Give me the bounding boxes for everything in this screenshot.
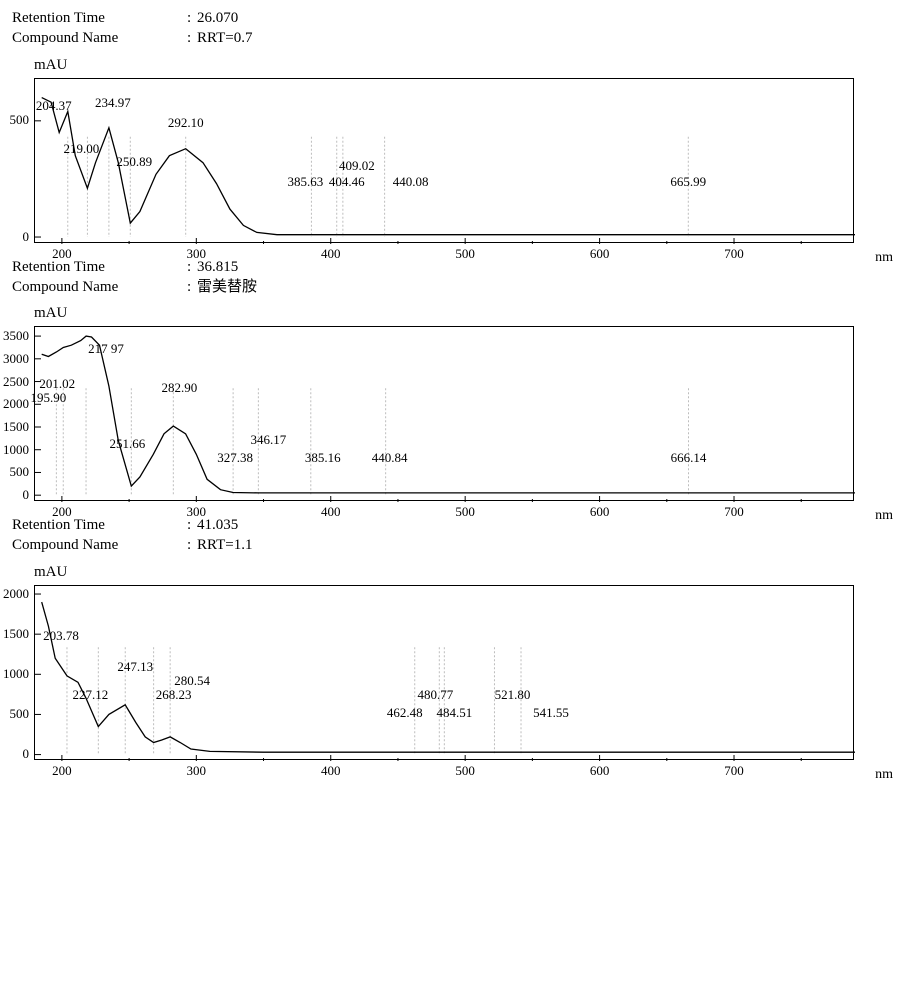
meta-label: Retention Time [12, 8, 187, 28]
x-tick-label: 500 [455, 763, 475, 779]
meta-row: Compound Name: 雷美替胺 [12, 277, 901, 297]
plot-area: 0500100015002000250030003500200300400500… [34, 326, 854, 501]
meta-colon: : [187, 8, 197, 28]
y-axis-title: mAU [34, 57, 901, 74]
meta-row: Compound Name: RRT=1.1 [12, 535, 901, 555]
meta-label: Retention Time [12, 515, 187, 535]
spectrum-block-0: Retention Time: 26.070Compound Name: RRT… [12, 8, 901, 243]
meta-colon: : [187, 535, 197, 555]
spectrum-svg [35, 327, 855, 502]
x-tick-label: 300 [187, 504, 207, 520]
x-tick-label: 600 [590, 763, 610, 779]
spectrum-line [42, 97, 855, 234]
spectrum-block-1: Retention Time: 36.815Compound Name: 雷美替… [12, 257, 901, 502]
y-tick-label: 2500 [3, 374, 29, 390]
y-tick-label: 2000 [3, 396, 29, 412]
y-tick-label: 500 [10, 706, 30, 722]
y-axis-title: mAU [34, 305, 901, 322]
x-tick-label: 500 [455, 246, 475, 262]
x-tick-label: 600 [590, 246, 610, 262]
meta-colon: : [187, 277, 197, 297]
y-tick-label: 500 [10, 464, 30, 480]
x-tick-label: 400 [321, 763, 341, 779]
meta-value: 雷美替胺 [197, 277, 257, 297]
x-axis-title: nm [875, 250, 893, 266]
x-tick-label: 300 [187, 763, 207, 779]
meta-colon: : [187, 28, 197, 48]
spectrum-svg [35, 79, 855, 244]
x-tick-label: 700 [724, 246, 744, 262]
spectrum-svg [35, 586, 855, 761]
y-tick-label: 1500 [3, 419, 29, 435]
x-tick-label: 700 [724, 504, 744, 520]
plot-area: 0500200300400500600700nm204.37234.97219.… [34, 78, 854, 243]
chart-wrap: 0500200300400500600700nm204.37234.97219.… [34, 78, 901, 243]
chart-wrap: 0500100015002000200300400500600700nm203.… [34, 585, 901, 760]
y-tick-label: 3000 [3, 351, 29, 367]
y-tick-label: 3500 [3, 328, 29, 344]
y-tick-label: 0 [23, 229, 30, 245]
x-tick-label: 300 [187, 246, 207, 262]
y-tick-label: 0 [23, 746, 30, 762]
y-tick-label: 0 [23, 487, 30, 503]
y-tick-label: 1000 [3, 442, 29, 458]
x-tick-label: 200 [52, 246, 72, 262]
meta-row: Compound Name: RRT=0.7 [12, 28, 901, 48]
plot-area: 0500100015002000200300400500600700nm203.… [34, 585, 854, 760]
meta-value: RRT=0.7 [197, 28, 252, 48]
y-tick-label: 500 [10, 112, 30, 128]
meta-label: Compound Name [12, 28, 187, 48]
meta-value: 26.070 [197, 8, 238, 28]
y-tick-label: 1000 [3, 666, 29, 682]
chart-wrap: 0500100015002000250030003500200300400500… [34, 326, 901, 501]
meta-label: Compound Name [12, 535, 187, 555]
x-axis-title: nm [875, 508, 893, 524]
meta-row: Retention Time: 26.070 [12, 8, 901, 28]
x-tick-label: 400 [321, 504, 341, 520]
meta-label: Retention Time [12, 257, 187, 277]
spectrum-line [42, 602, 855, 752]
x-tick-label: 600 [590, 504, 610, 520]
y-tick-label: 1500 [3, 626, 29, 642]
y-axis-title: mAU [34, 564, 901, 581]
x-tick-label: 200 [52, 763, 72, 779]
y-tick-label: 2000 [3, 586, 29, 602]
spectrum-line [42, 336, 855, 493]
x-tick-label: 400 [321, 246, 341, 262]
x-tick-label: 700 [724, 763, 744, 779]
x-tick-label: 200 [52, 504, 72, 520]
x-tick-label: 500 [455, 504, 475, 520]
meta-value: RRT=1.1 [197, 535, 252, 555]
meta-label: Compound Name [12, 277, 187, 297]
x-axis-title: nm [875, 767, 893, 783]
spectrum-block-2: Retention Time: 41.035Compound Name: RRT… [12, 515, 901, 760]
